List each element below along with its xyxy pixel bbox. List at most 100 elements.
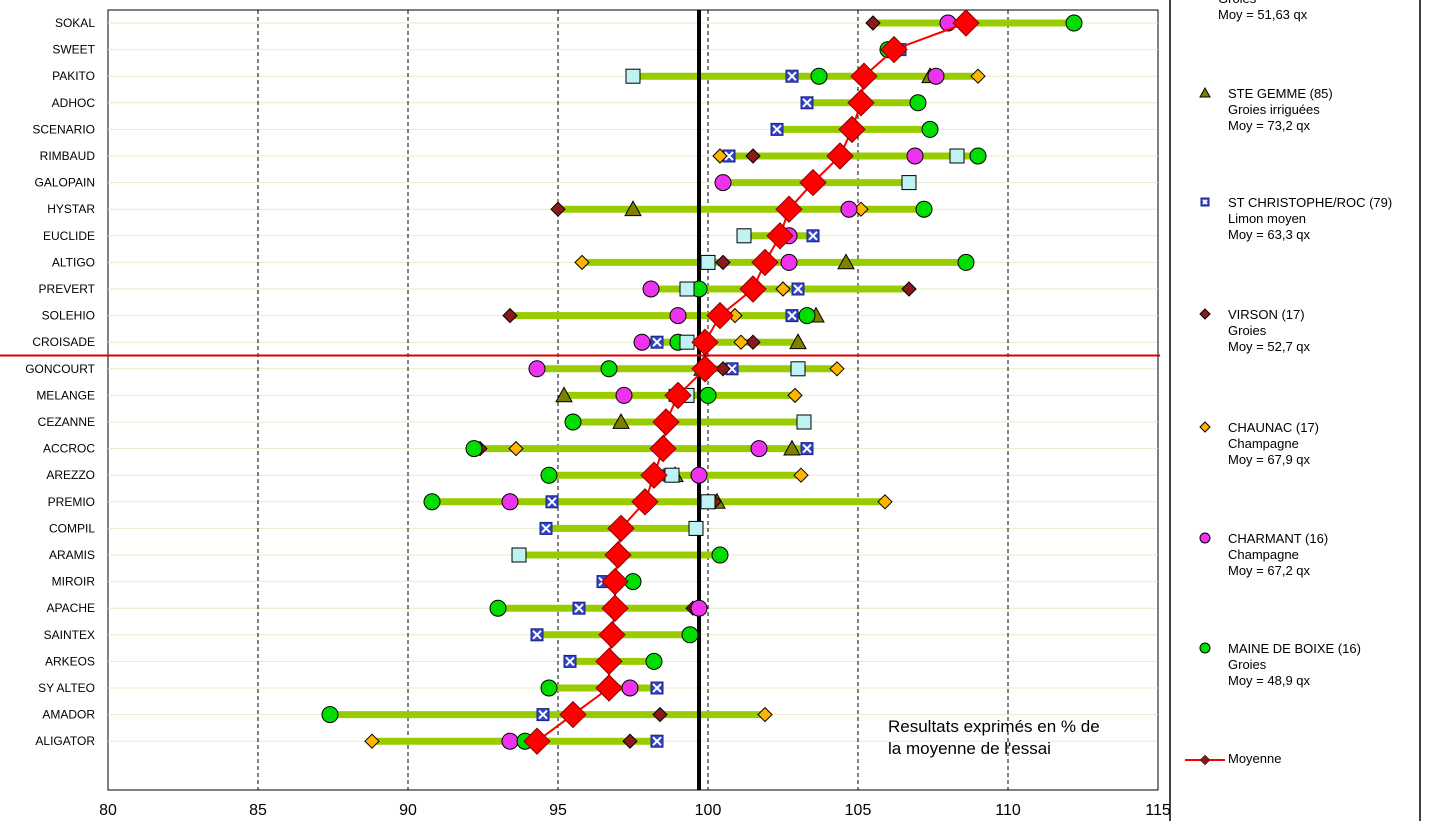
data-point: [916, 201, 932, 217]
plot-border: [108, 10, 1158, 790]
data-point: [781, 254, 797, 270]
category-label: COMPIL: [49, 521, 95, 535]
data-point: [950, 149, 964, 163]
category-label: HYSTAR: [47, 202, 95, 216]
data-point: [651, 682, 663, 694]
x-tick-label: 115: [1145, 802, 1171, 819]
data-point: [922, 121, 938, 137]
category-label: APACHE: [47, 601, 95, 615]
data-point: [541, 680, 557, 696]
data-point: [573, 602, 585, 614]
data-point: [958, 254, 974, 270]
category-label: PREVERT: [39, 282, 96, 296]
legend-text: MAINE DE BOIXE (16): [1228, 641, 1361, 656]
data-point: [792, 283, 804, 295]
category-label: ACCROC: [43, 442, 95, 456]
marker-cross: [1203, 200, 1207, 204]
category-label: GALOPAIN: [35, 176, 95, 190]
data-point: [799, 308, 815, 324]
data-point: [786, 70, 798, 82]
data-point: [689, 521, 703, 535]
legend-text: Groies: [1228, 657, 1267, 672]
category-label: MELANGE: [36, 388, 95, 402]
data-point: [537, 709, 549, 721]
data-point: [622, 680, 638, 696]
category-label: ALTIGO: [52, 255, 95, 269]
category-label: CROISADE: [32, 335, 95, 349]
data-point: [565, 414, 581, 430]
data-point: [907, 148, 923, 164]
legend-text: Moy = 51,63 qx: [1218, 7, 1308, 22]
category-label: ALIGATOR: [35, 734, 95, 748]
data-point: [691, 600, 707, 616]
category-label: SOKAL: [55, 16, 95, 30]
x-tick-label: 105: [845, 802, 872, 819]
data-point: [490, 600, 506, 616]
legend-text: VIRSON (17): [1228, 307, 1305, 322]
category-label: CEZANNE: [38, 415, 95, 429]
annotation-text: Resultats exprimés en % de: [888, 717, 1100, 736]
category-label: EUCLIDE: [43, 229, 95, 243]
data-point: [701, 495, 715, 509]
x-tick-label: 90: [399, 802, 417, 819]
legend-marker: [1201, 198, 1209, 206]
data-point: [502, 494, 518, 510]
data-point: [512, 548, 526, 562]
x-tick-label: 95: [549, 802, 567, 819]
legend-text: Moy = 67,2 qx: [1228, 563, 1311, 578]
legend-text: Moy = 73,2 qx: [1228, 118, 1311, 133]
data-point: [424, 494, 440, 510]
data-point: [646, 653, 662, 669]
category-label: AMADOR: [42, 708, 95, 722]
data-point: [928, 68, 944, 84]
category-label: ADHOC: [52, 96, 96, 110]
data-point: [466, 441, 482, 457]
data-point: [546, 496, 558, 508]
legend-text: Moy = 67,9 qx: [1228, 452, 1311, 467]
legend-text: Groies irriguées: [1228, 102, 1320, 117]
legend-text: CHAUNAC (17): [1228, 420, 1319, 435]
legend-text: Moy = 63,3 qx: [1228, 227, 1311, 242]
data-point: [797, 415, 811, 429]
annotation-text: la moyenne de l'essai: [888, 739, 1051, 758]
data-point: [791, 362, 805, 376]
category-label: RIMBAUD: [40, 149, 96, 163]
x-tick-label: 85: [249, 802, 267, 819]
legend-text: Champagne: [1228, 436, 1299, 451]
data-point: [601, 361, 617, 377]
category-label: SWEET: [52, 43, 95, 57]
category-label: ARKEOS: [45, 654, 95, 668]
legend-text: Moyenne: [1228, 751, 1281, 766]
category-label: ARAMIS: [49, 548, 95, 562]
data-point: [811, 68, 827, 84]
data-point: [700, 387, 716, 403]
data-point: [682, 627, 698, 643]
category-label: GONCOURT: [25, 362, 95, 376]
legend-text: Moy = 52,7 qx: [1228, 339, 1311, 354]
data-point: [541, 467, 557, 483]
legend-text: Champagne: [1228, 547, 1299, 562]
category-label: SCENARIO: [32, 122, 95, 136]
legend-text: Groies: [1218, 0, 1257, 6]
data-point: [910, 95, 926, 111]
plot-area: 80 85 90 95 100 105 110 115 SOKAL SWEET PAKITO ADHO…: [0, 10, 1171, 819]
data-point: [902, 176, 916, 190]
legend-marker: [1200, 643, 1210, 653]
data-point: [531, 629, 543, 641]
data-point: [626, 69, 640, 83]
data-point: [841, 201, 857, 217]
data-point: [651, 735, 663, 747]
data-point: [502, 733, 518, 749]
category-label: SY ALTEO: [38, 681, 95, 695]
data-point: [737, 229, 751, 243]
data-point: [680, 282, 694, 296]
data-point: [712, 547, 728, 563]
legend-text: ST CHRISTOPHE/ROC (79): [1228, 195, 1392, 210]
legend-text: CHARMANT (16): [1228, 531, 1328, 546]
data-point: [771, 123, 783, 135]
data-point: [634, 334, 650, 350]
data-point: [322, 707, 338, 723]
data-point: [701, 255, 715, 269]
data-point: [529, 361, 545, 377]
data-point: [643, 281, 659, 297]
